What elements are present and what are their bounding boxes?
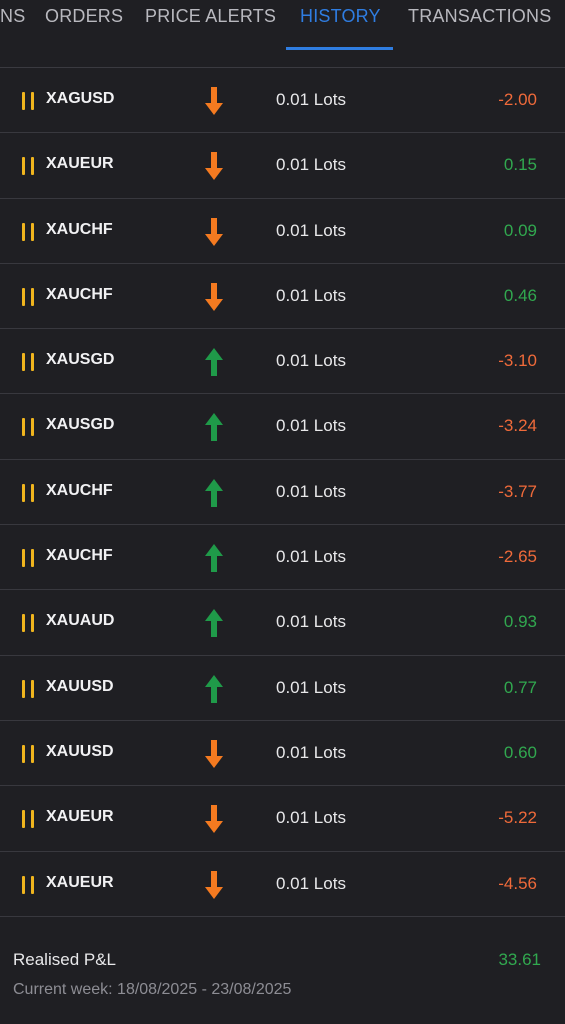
arrow-up-icon bbox=[203, 412, 225, 442]
trade-row[interactable]: XAUEUR 0.01 Lots -5.22 bbox=[0, 786, 565, 852]
trade-row[interactable]: XAUAUD 0.01 Lots 0.93 bbox=[0, 590, 565, 656]
trade-lots: 0.01 Lots bbox=[276, 351, 346, 371]
trade-pnl: -2.65 bbox=[498, 547, 537, 567]
trade-row[interactable]: XAUCHF 0.01 Lots -3.77 bbox=[0, 460, 565, 526]
trade-lots: 0.01 Lots bbox=[276, 677, 346, 697]
pause-marker-icon bbox=[22, 222, 36, 241]
arrow-up-icon bbox=[203, 674, 225, 704]
arrow-down-icon bbox=[203, 282, 225, 312]
trade-row[interactable]: XAUCHF 0.01 Lots 0.46 bbox=[0, 264, 565, 330]
trade-pnl: 0.77 bbox=[503, 677, 537, 697]
pause-marker-icon bbox=[22, 418, 36, 437]
active-tab-indicator bbox=[286, 47, 393, 50]
trade-pnl: 0.46 bbox=[503, 285, 537, 305]
trade-row[interactable]: XAUCHF 0.01 Lots -2.65 bbox=[0, 525, 565, 591]
trade-symbol: XAUCHF bbox=[46, 220, 113, 238]
trade-lots: 0.01 Lots bbox=[276, 481, 346, 501]
trade-symbol: XAUSGD bbox=[46, 351, 115, 369]
pause-marker-icon bbox=[22, 287, 36, 306]
trade-row[interactable]: XAUUSD 0.01 Lots 0.77 bbox=[0, 656, 565, 721]
trade-pnl: 0.15 bbox=[503, 155, 537, 175]
trade-pnl: 0.09 bbox=[503, 220, 537, 240]
arrow-up-icon bbox=[203, 543, 225, 573]
realised-pnl-value: 33.61 bbox=[498, 950, 541, 969]
trade-lots: 0.01 Lots bbox=[276, 547, 346, 567]
pause-marker-icon bbox=[22, 744, 36, 763]
arrow-up-icon bbox=[203, 608, 225, 638]
trade-symbol: XAUEUR bbox=[46, 808, 114, 826]
arrow-down-icon bbox=[203, 804, 225, 834]
trade-row[interactable]: XAUEUR 0.01 Lots 0.15 bbox=[0, 133, 565, 199]
trade-lots: 0.01 Lots bbox=[276, 155, 346, 175]
arrow-down-icon bbox=[203, 151, 225, 181]
trade-lots: 0.01 Lots bbox=[276, 742, 346, 762]
arrow-down-icon bbox=[203, 739, 225, 769]
trade-symbol: XAUUSD bbox=[46, 677, 114, 695]
trade-row[interactable]: XAUSGD 0.01 Lots -3.10 bbox=[0, 329, 565, 395]
trade-symbol: XAUCHF bbox=[46, 481, 113, 499]
arrow-up-icon bbox=[203, 347, 225, 377]
trade-row[interactable]: XAGUSD 0.01 Lots -2.00 bbox=[0, 68, 565, 134]
trade-lots: 0.01 Lots bbox=[276, 90, 346, 109]
trade-history-list: XAGUSD 0.01 Lots -2.00 XAUEUR 0.01 Lots 0.15 X… bbox=[0, 68, 565, 917]
trade-pnl: -4.56 bbox=[498, 873, 537, 893]
trade-pnl: -3.24 bbox=[498, 416, 537, 436]
trade-pnl: 0.93 bbox=[503, 612, 537, 632]
pause-marker-icon bbox=[22, 614, 36, 633]
tab-history[interactable]: HISTORY bbox=[300, 6, 381, 26]
trade-lots: 0.01 Lots bbox=[276, 612, 346, 632]
pause-marker-icon bbox=[22, 549, 36, 568]
tab-price-alerts[interactable]: PRICE ALERTS bbox=[145, 6, 277, 26]
tab-transactions[interactable]: TRANSACTIONS bbox=[408, 6, 552, 26]
trade-row[interactable]: XAUCHF 0.01 Lots 0.09 bbox=[0, 199, 565, 264]
tab-orders[interactable]: ORDERS bbox=[45, 6, 124, 26]
summary-footer: Realised P&L 33.61 Current week: 18/08/2… bbox=[0, 930, 565, 1024]
trade-pnl: -3.10 bbox=[498, 351, 537, 371]
trade-lots: 0.01 Lots bbox=[276, 873, 346, 893]
trade-lots: 0.01 Lots bbox=[276, 416, 346, 436]
trade-symbol: XAUSGD bbox=[46, 416, 115, 434]
trade-pnl: -2.00 bbox=[498, 90, 537, 109]
pause-marker-icon bbox=[22, 157, 36, 176]
trade-symbol: XAUUSD bbox=[46, 742, 114, 760]
arrow-down-icon bbox=[203, 86, 225, 116]
trade-pnl: 0.60 bbox=[503, 742, 537, 762]
trade-symbol: XAGUSD bbox=[46, 90, 115, 107]
tab-bar: NS ORDERS PRICE ALERTS HISTORY TRANSACTI… bbox=[0, 0, 565, 68]
realised-pnl-label: Realised P&L bbox=[13, 950, 117, 969]
trade-row[interactable]: XAUSGD 0.01 Lots -3.24 bbox=[0, 394, 565, 460]
trade-row[interactable]: XAUEUR 0.01 Lots -4.56 bbox=[0, 852, 565, 917]
pause-marker-icon bbox=[22, 353, 36, 372]
pause-marker-icon bbox=[22, 92, 36, 110]
trade-symbol: XAUCHF bbox=[46, 285, 113, 303]
arrow-down-icon bbox=[203, 870, 225, 900]
trade-row[interactable]: XAUUSD 0.01 Lots 0.60 bbox=[0, 721, 565, 787]
trade-lots: 0.01 Lots bbox=[276, 285, 346, 305]
pause-marker-icon bbox=[22, 875, 36, 894]
trade-symbol: XAUCHF bbox=[46, 547, 113, 565]
tab-positions[interactable]: NS bbox=[0, 6, 26, 26]
trade-symbol: XAUEUR bbox=[46, 155, 114, 173]
arrow-down-icon bbox=[203, 217, 225, 247]
trade-pnl: -5.22 bbox=[498, 808, 537, 828]
trade-symbol: XAUEUR bbox=[46, 873, 114, 891]
trade-symbol: XAUAUD bbox=[46, 612, 115, 630]
current-week-range: Current week: 18/08/2025 - 23/08/2025 bbox=[13, 981, 292, 998]
trade-pnl: -3.77 bbox=[498, 481, 537, 501]
trade-lots: 0.01 Lots bbox=[276, 808, 346, 828]
trade-lots: 0.01 Lots bbox=[276, 220, 346, 240]
pause-marker-icon bbox=[22, 810, 36, 829]
pause-marker-icon bbox=[22, 483, 36, 502]
pause-marker-icon bbox=[22, 679, 36, 698]
arrow-up-icon bbox=[203, 478, 225, 508]
